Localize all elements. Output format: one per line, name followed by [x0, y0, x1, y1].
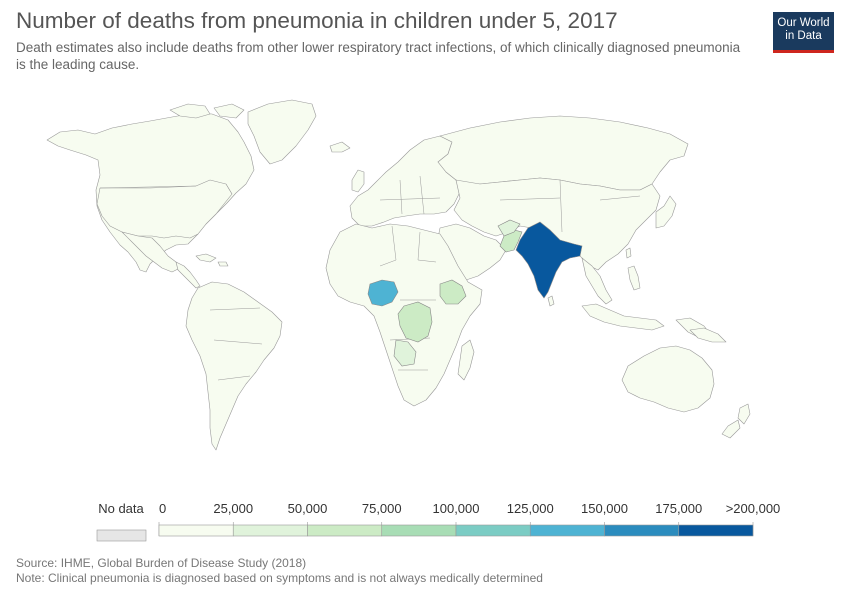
owid-logo[interactable]: Our World in Data: [773, 12, 834, 53]
country-india[interactable]: [515, 221, 583, 299]
map-legend: No data 0 25,000 50,000 75,000 100,000 125,00…: [96, 501, 781, 542]
country-central-america[interactable]: [175, 261, 201, 289]
legend-bin-4[interactable]: [455, 524, 531, 537]
note-text: Note: Clinical pneumonia is diagnosed ba…: [16, 571, 543, 585]
legend-bin-7[interactable]: [678, 524, 754, 537]
legend-bin-0[interactable]: [158, 524, 234, 537]
legend-tick-label: 175,000: [655, 501, 702, 516]
logo-line-2: in Data: [785, 30, 822, 42]
legend-bin-2[interactable]: [307, 524, 383, 537]
legend-no-data-swatch[interactable]: [96, 529, 147, 542]
world-map: [46, 99, 751, 451]
country-russia[interactable]: [437, 115, 689, 191]
country-madagascar[interactable]: [457, 339, 475, 381]
caribbean-islands[interactable]: [195, 253, 229, 267]
country-philippines[interactable]: [627, 265, 641, 291]
country-dr-congo[interactable]: [397, 301, 433, 343]
legend-tick-label: >200,000: [726, 501, 781, 516]
chart-subtitle: Death estimates also include deaths from…: [16, 40, 741, 72]
country-taiwan[interactable]: [625, 247, 632, 259]
country-mexico[interactable]: [121, 231, 181, 273]
legend-tick-label: 25,000: [213, 501, 253, 516]
footer: Source: IHME, Global Burden of Disease S…: [16, 556, 543, 586]
country-ethiopia[interactable]: [439, 279, 467, 305]
country-sri-lanka[interactable]: [547, 295, 555, 307]
legend-tick-label: 100,000: [433, 501, 480, 516]
country-japan[interactable]: [655, 195, 677, 229]
country-angola[interactable]: [393, 339, 417, 367]
country-iceland[interactable]: [329, 141, 351, 153]
country-australia[interactable]: [621, 345, 715, 413]
country-southeast-asia[interactable]: [581, 257, 613, 305]
country-nigeria[interactable]: [367, 279, 399, 307]
legend-tick-label: 75,000: [362, 501, 402, 516]
legend-bin-3[interactable]: [381, 524, 457, 537]
country-asia[interactable]: [453, 177, 661, 271]
country-papua-new-guinea[interactable]: [689, 327, 727, 343]
canada-islands[interactable]: [169, 103, 245, 119]
legend-tick-label: 125,000: [507, 501, 554, 516]
legend-tick-label: 50,000: [288, 501, 328, 516]
legend-tick-label: 0: [159, 501, 166, 516]
chart-title: Number of deaths from pneumonia in child…: [16, 8, 618, 33]
legend-no-data-label: No data: [98, 501, 144, 516]
source-text: Source: IHME, Global Burden of Disease S…: [16, 556, 307, 570]
country-uk[interactable]: [351, 169, 365, 193]
legend-bin-6[interactable]: [604, 524, 680, 537]
legend-bin-5[interactable]: [529, 524, 605, 537]
logo-line-1: Our World: [777, 17, 830, 29]
country-usa[interactable]: [96, 179, 233, 239]
country-south-america[interactable]: [185, 281, 283, 451]
country-europe[interactable]: [349, 135, 461, 227]
country-afghanistan[interactable]: [497, 219, 521, 237]
country-new-zealand[interactable]: [721, 403, 751, 439]
legend-bin-1[interactable]: [232, 524, 308, 537]
legend-tick-label: 150,000: [581, 501, 628, 516]
country-greenland[interactable]: [247, 99, 317, 165]
